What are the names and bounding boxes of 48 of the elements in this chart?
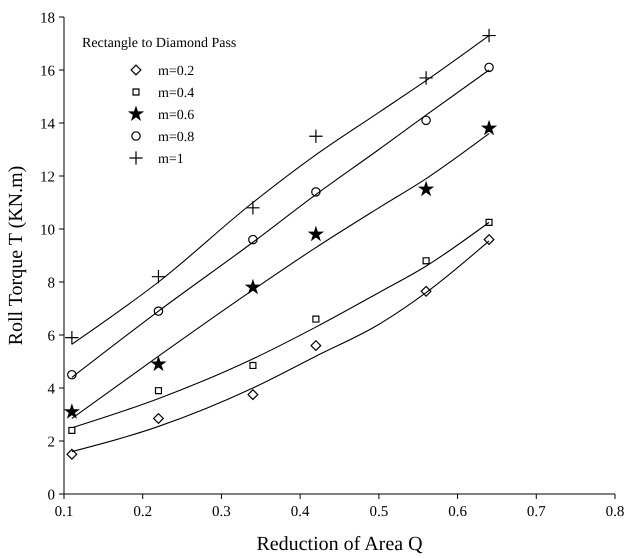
- legend-label: m=0.6: [158, 108, 194, 123]
- x-tick-label: 0.5: [369, 504, 388, 520]
- x-tick-label: 0.8: [606, 504, 624, 520]
- point: [484, 62, 494, 72]
- x-tick-label: 0.1: [54, 504, 74, 520]
- point: [310, 340, 322, 352]
- point: [64, 404, 80, 418]
- x-tick-label: 0.7: [526, 504, 546, 520]
- point: [482, 28, 496, 43]
- y-tick-label: 6: [48, 328, 56, 344]
- point: [246, 200, 260, 216]
- x-tick-label: 0.4: [290, 504, 310, 520]
- y-tick-label: 4: [48, 381, 56, 398]
- point: [482, 120, 496, 135]
- point: [151, 356, 166, 370]
- point: [66, 448, 78, 460]
- point: [154, 387, 162, 394]
- legend-label: m=0.4: [158, 86, 194, 101]
- point: [418, 182, 434, 196]
- y-tick-label: 16: [40, 63, 56, 80]
- point: [422, 257, 430, 264]
- point: [247, 389, 258, 400]
- point: [151, 269, 166, 284]
- point: [418, 70, 434, 86]
- legend-label: m=0.2: [158, 64, 194, 79]
- point: [312, 316, 320, 323]
- y-tick-label: 14: [40, 116, 56, 132]
- y-tick-label: 0: [48, 487, 55, 504]
- point: [308, 128, 324, 144]
- x-axis-title: Reduction of Area Q: [256, 533, 424, 555]
- point: [153, 413, 164, 424]
- legend-label: m=0.8: [158, 130, 194, 145]
- y-tick-label: 18: [40, 10, 55, 26]
- point: [421, 116, 431, 126]
- legend-label: m=1: [158, 152, 184, 167]
- y-tick-label: 2: [48, 434, 55, 450]
- x-tick-label: 0.6: [448, 504, 468, 520]
- y-axis-title: Roll Torque T (KN.m): [5, 166, 27, 346]
- point: [484, 234, 495, 246]
- point: [68, 426, 76, 434]
- legend-title: Rectangle to Diamond Pass: [82, 36, 236, 51]
- y-tick-label: 10: [40, 222, 55, 238]
- point: [308, 226, 324, 241]
- y-tick-label: 8: [48, 275, 55, 292]
- x-tick-label: 0.2: [133, 504, 152, 520]
- x-tick-label: 0.3: [212, 504, 231, 520]
- point: [249, 362, 256, 370]
- y-tick-label: 12: [40, 169, 55, 186]
